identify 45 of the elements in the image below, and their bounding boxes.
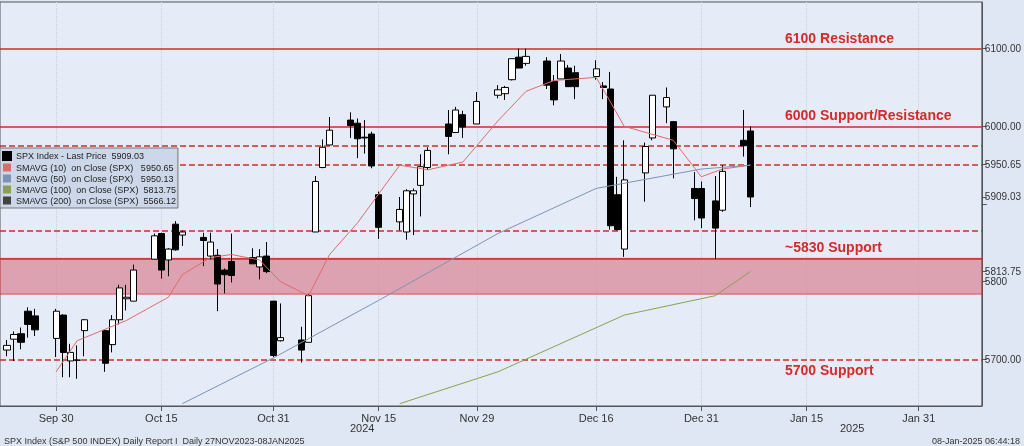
- candlestick: [600, 81, 607, 100]
- candlestick: [200, 232, 207, 267]
- y-tick-label: 6000.00: [984, 120, 1022, 132]
- line-series: [399, 271, 751, 405]
- y-tick-label: 5950.65: [984, 159, 1022, 171]
- candlestick: [326, 116, 333, 146]
- legend-label: SPX Index - Last Price 5909.03: [16, 151, 145, 161]
- text: 2024: [350, 421, 375, 434]
- candlestick: [670, 121, 677, 179]
- y-tick-label: 6100.00: [984, 43, 1022, 55]
- candlestick: [312, 175, 319, 233]
- candlestick: [663, 86, 670, 124]
- legend-label: SMAVG (10) on Close (SPX) 5950.65: [16, 162, 174, 173]
- x-tick-label: Jan 15: [790, 411, 824, 424]
- candlestick: [81, 318, 88, 357]
- x-tick-label: Dec 31: [683, 411, 719, 424]
- candlestick: [473, 91, 480, 125]
- candlestick: [593, 59, 600, 81]
- candlestick: [375, 191, 382, 240]
- y-tick-label: 5700.00: [984, 353, 1022, 365]
- x-tick-label: Oct 15: [145, 411, 178, 424]
- ref-line-label: 6000 Support/Resistance: [785, 107, 952, 124]
- y-tick-label: 5800: [984, 276, 1008, 288]
- y-tick-label: 5909.03: [984, 191, 1022, 203]
- legend-label: SMAVG (50) on Close (SPX) 5950.13: [16, 173, 174, 184]
- ref-line-label: ~5830 Support: [785, 239, 883, 256]
- x-tick-label: Sep 30: [38, 411, 74, 424]
- ref-line-label: 5700 Support: [785, 362, 875, 379]
- x-tick-label: Dec 16: [578, 411, 614, 424]
- candlestick: [642, 142, 649, 203]
- text: SPX Index (S&P 500 INDEX) Daily Report I Daily 27NOV2023-08JAN2025: [4, 435, 305, 446]
- x-tick-label: Nov 15: [361, 411, 397, 424]
- y-tick-label: 5813.75: [984, 265, 1022, 277]
- x-tick-label: Oct 31: [257, 411, 290, 424]
- candlestick: [649, 94, 656, 141]
- text: 08-Jan-2025 06:44:18: [931, 435, 1021, 446]
- legend-label: SMAVG (200) on Close (SPX) 5566.12: [16, 195, 176, 206]
- candlestick: [3, 339, 11, 357]
- line-series: [181, 164, 751, 405]
- candlestick: [319, 139, 326, 169]
- x-tick-label: Nov 29: [459, 411, 495, 424]
- x-tick-label: Jan 31: [902, 411, 936, 424]
- legend-label: SMAVG (100) on Close (SPX) 5813.75: [16, 184, 176, 195]
- text: 2025: [840, 421, 865, 434]
- ref-line-label: 6100 Resistance: [785, 29, 895, 46]
